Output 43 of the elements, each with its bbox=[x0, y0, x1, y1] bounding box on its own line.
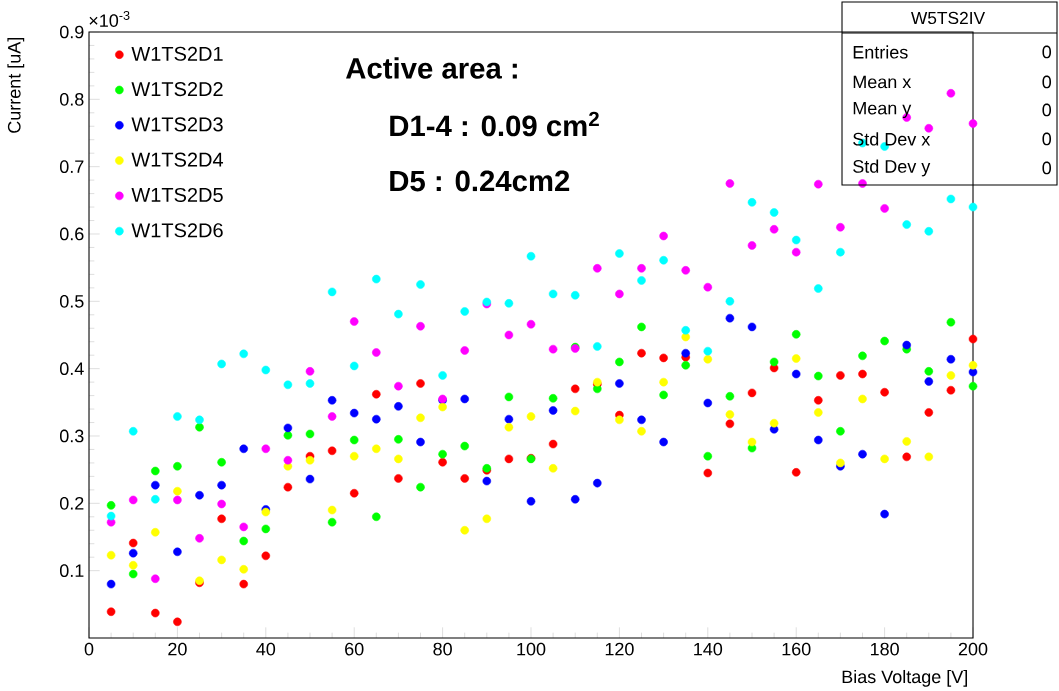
y-tick-label: 0.9 bbox=[59, 25, 84, 39]
y-tick-label: 0.8 bbox=[59, 92, 84, 106]
legend-label: W1TS2D1 bbox=[131, 46, 223, 61]
text: 0 bbox=[1042, 132, 1052, 146]
y-tick-label: 0.1 bbox=[59, 564, 84, 577]
text: ×10$^{-3}$ bbox=[89, 10, 130, 27]
annotation: Std Dev y bbox=[853, 159, 931, 177]
x-tick-label: 140 bbox=[694, 642, 723, 656]
text: 0 bbox=[1042, 103, 1052, 117]
x-tick-label: 0 bbox=[84, 642, 94, 656]
annotation: Std Dev x bbox=[853, 132, 931, 146]
annotation: Mean y bbox=[853, 101, 912, 118]
legend-label: W1TS2D3 bbox=[131, 117, 223, 132]
x-tick-label: 40 bbox=[256, 642, 276, 656]
y-tick-label: 0.4 bbox=[59, 362, 84, 375]
x-axis-title: Bias Voltage [V] bbox=[842, 669, 967, 687]
x-tick-label: 20 bbox=[168, 642, 187, 656]
legend-label: W1TS2D2 bbox=[131, 81, 223, 97]
x-tick-label: 100 bbox=[517, 642, 546, 656]
x-tick-label: 60 bbox=[345, 642, 364, 656]
text: 0 bbox=[1042, 75, 1052, 89]
annotation: D5 : 0.24cm2 bbox=[390, 170, 570, 192]
legend-label: W1TS2D5 bbox=[131, 187, 223, 202]
legend-label: W1TS2D4 bbox=[131, 152, 224, 167]
x-tick-label: 160 bbox=[782, 642, 811, 656]
text: 0 bbox=[1042, 45, 1052, 59]
y-tick-label: 0.2 bbox=[59, 496, 84, 510]
annotation: D1-4 : 0.09 cm$^{2}$ bbox=[390, 111, 599, 137]
y-tick-label: 0.7 bbox=[59, 160, 84, 173]
y-tick-label: 0.5 bbox=[59, 294, 84, 308]
legend-label: W1TS2D6 bbox=[131, 223, 223, 238]
x-tick-label: 180 bbox=[870, 642, 899, 656]
y-tick-label: 0.3 bbox=[59, 429, 84, 443]
text: W5TS2IV bbox=[911, 11, 986, 25]
annotation: Mean x bbox=[853, 75, 912, 89]
y-tick-label: 0.6 bbox=[59, 227, 84, 241]
x-tick-label: 80 bbox=[433, 642, 452, 656]
y-axis-title: Current [uA] bbox=[7, 37, 25, 133]
annotation: Entries bbox=[853, 45, 908, 59]
x-tick-label: 120 bbox=[605, 642, 634, 656]
text: 0 bbox=[1042, 161, 1052, 175]
x-tick-label: 200 bbox=[958, 642, 988, 656]
annotation: Active area : bbox=[346, 57, 517, 79]
